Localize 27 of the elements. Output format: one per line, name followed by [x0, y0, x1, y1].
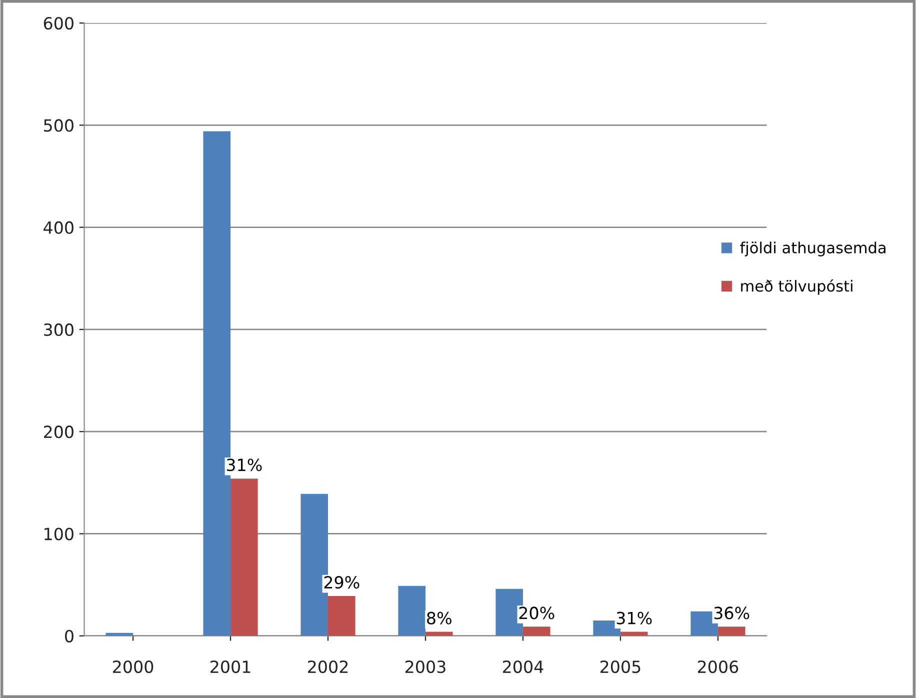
y-tick-label: 300: [44, 323, 74, 336]
y-tick-label: 100: [44, 528, 74, 540]
legend-label: fjöldi athugasemda: [740, 242, 886, 256]
annotation: 20%: [519, 606, 554, 620]
x-tick-label: 2001: [210, 660, 250, 674]
annotation: 29%: [324, 576, 360, 589]
bar: [230, 478, 258, 636]
x-tick-label: 2000: [113, 660, 154, 674]
y-tick-label: 500: [44, 119, 74, 132]
y-tick-label: 200: [44, 426, 74, 438]
bar: [718, 626, 746, 636]
x-tick-label: 2006: [698, 660, 738, 674]
y-tick-label: 400: [44, 221, 74, 234]
bar: [398, 586, 426, 636]
x-tick-label: 2005: [600, 660, 640, 674]
bar: [522, 626, 550, 636]
annotation: 36%: [714, 606, 750, 620]
legend-label: með tölvupósti: [741, 279, 852, 295]
annotation: 31%: [616, 612, 652, 624]
x-tick-label: 2004: [502, 660, 544, 674]
bar: [328, 596, 356, 636]
y-tick-label: 0: [65, 630, 74, 642]
x-tick-label: 2002: [308, 660, 348, 674]
annotation: 31%: [226, 458, 262, 472]
annotation: 8%: [427, 612, 452, 624]
x-tick-label: 2003: [405, 660, 446, 674]
y-tick-label: 600: [44, 16, 74, 30]
